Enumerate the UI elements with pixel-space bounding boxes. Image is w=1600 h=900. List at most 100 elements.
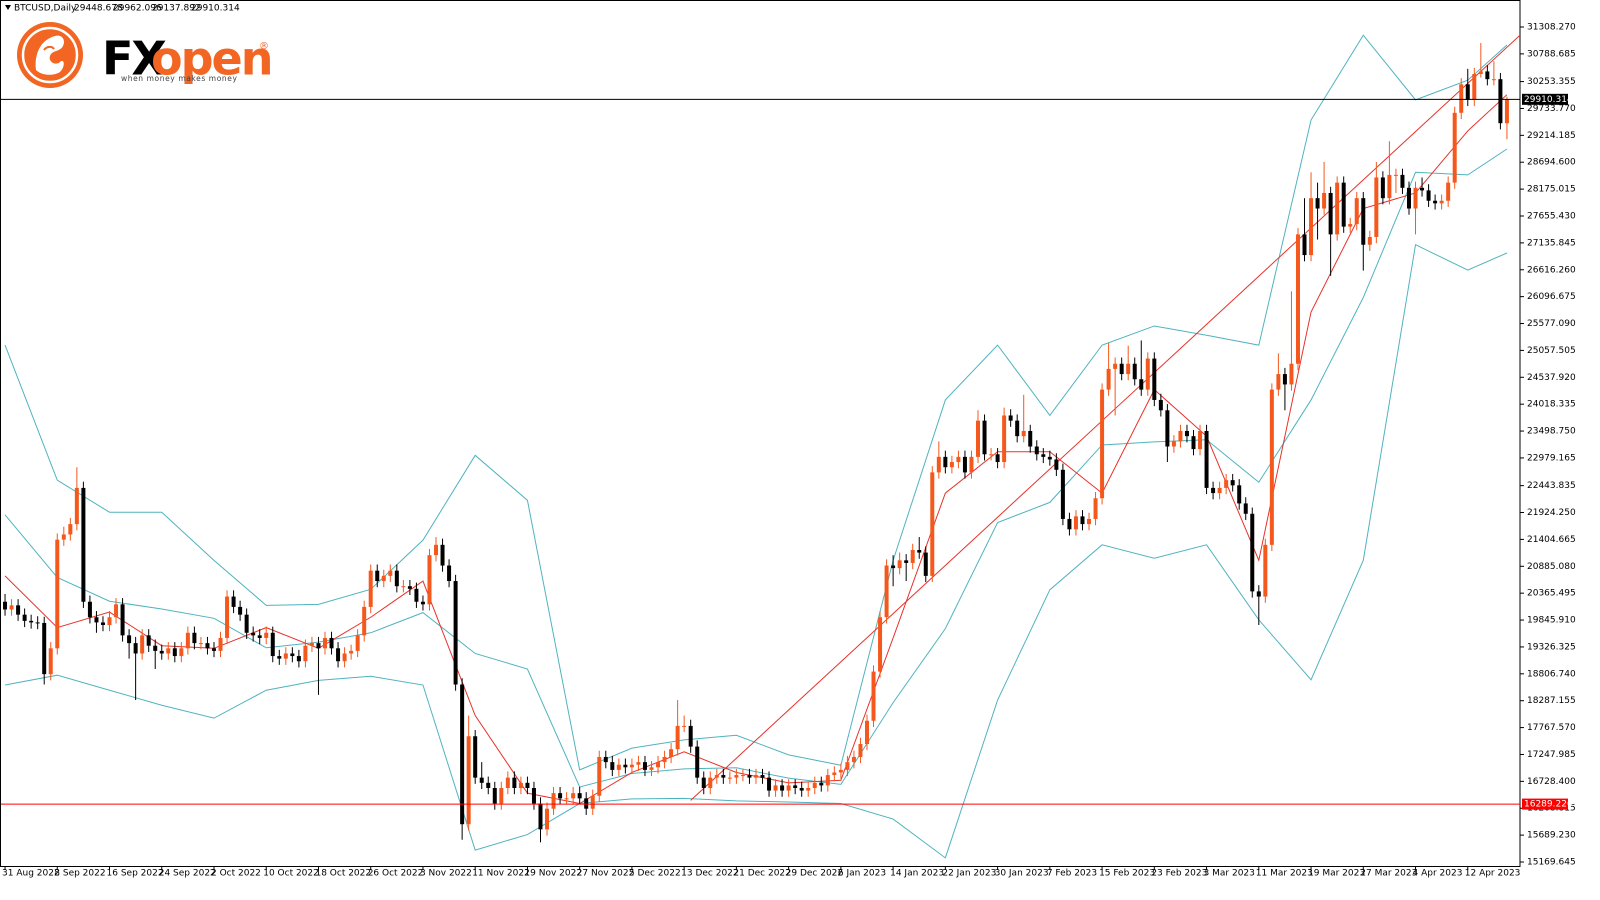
candle-body [336, 648, 341, 662]
candle-body [832, 772, 837, 776]
y-tick-label: 18287.155 [1527, 696, 1576, 706]
y-tick-label: 21404.665 [1527, 535, 1576, 545]
candle-body [1309, 198, 1314, 256]
symbol-menu-arrow[interactable] [5, 5, 11, 10]
x-tick-label: 15 Feb 2023 [1099, 869, 1155, 879]
candle-body [740, 775, 745, 777]
candle-body [989, 454, 994, 456]
candle-body [923, 552, 928, 576]
x-tick-label: 24 Sep 2022 [159, 869, 216, 879]
candle-body [153, 645, 158, 651]
candle-body [878, 617, 883, 672]
y-tick-label: 30788.685 [1527, 49, 1576, 59]
candle-body [518, 782, 523, 788]
candle-body [1008, 415, 1013, 421]
candle-body [205, 643, 210, 649]
candle-body [74, 487, 79, 525]
candle-body [1060, 469, 1065, 519]
candle-body [1145, 358, 1150, 390]
x-tick-label: 27 Nov 2022 [577, 869, 635, 879]
candle-body [48, 648, 53, 675]
candle-body [564, 798, 569, 800]
x-tick-label: 19 Nov 2022 [524, 869, 582, 879]
candle-body [127, 635, 132, 644]
x-tick-label: 26 Oct 2022 [368, 869, 424, 879]
candle-body [577, 793, 582, 799]
candle-body [120, 604, 125, 636]
candle-body [225, 596, 230, 638]
candle-body [257, 635, 262, 638]
candle-body [786, 785, 791, 791]
y-tick-label: 24018.335 [1527, 400, 1576, 410]
candle-body [1198, 430, 1203, 450]
candle-body [1446, 182, 1451, 201]
candle-body [1459, 84, 1464, 113]
candle-body [949, 462, 954, 468]
candle-body [1054, 459, 1059, 470]
x-tick-label: 11 Mar 2023 [1256, 869, 1313, 879]
x-tick-label: 5 Dec 2022 [629, 869, 681, 879]
candle-body [799, 787, 804, 791]
candle-body [3, 601, 8, 610]
candle-body [1302, 234, 1307, 256]
candle-body [1361, 198, 1366, 245]
candle-body [891, 565, 896, 569]
logo-registered: ® [259, 41, 269, 52]
candle-body [35, 622, 40, 624]
candle-body [270, 632, 275, 657]
candle-body [858, 744, 863, 757]
candle-body [727, 777, 732, 779]
candle-body [9, 605, 14, 610]
y-tick-label: 30253.355 [1527, 77, 1576, 87]
candle-body [1152, 358, 1157, 400]
candle-body [1498, 79, 1503, 124]
candle-body [198, 643, 203, 645]
y-tick-label: 29733.770 [1527, 104, 1576, 114]
candle-body [597, 756, 602, 796]
candle-body [780, 785, 785, 791]
candle-body [22, 614, 27, 621]
x-tick-label: 8 Sep 2022 [54, 869, 105, 879]
candle-body [1139, 379, 1144, 390]
y-tick-label: 20365.495 [1527, 589, 1576, 599]
y-tick-label: 29214.185 [1527, 131, 1576, 141]
candle-body [936, 456, 941, 473]
candle-body [1021, 430, 1026, 437]
candle-body [1073, 516, 1078, 530]
candle-body [531, 787, 536, 804]
y-tick-label: 19326.325 [1527, 642, 1576, 652]
y-tick-label: 19845.910 [1527, 616, 1576, 626]
candle-body [1087, 518, 1092, 525]
candle-body [688, 725, 693, 747]
candle-body [1413, 187, 1418, 209]
candle-body [551, 793, 556, 809]
candle-body [107, 617, 112, 626]
candle-body [753, 775, 758, 778]
candle-body [264, 632, 269, 638]
candle-body [695, 746, 700, 778]
candle-body [473, 736, 478, 778]
candle-body [571, 793, 576, 799]
candle-body [649, 767, 654, 770]
candle-body [1315, 198, 1320, 209]
candle-body [930, 472, 935, 576]
candle-body [636, 762, 641, 765]
candle-body [388, 570, 393, 576]
candle-body [1204, 430, 1209, 488]
candle-body [1282, 374, 1287, 385]
candle-body [1367, 236, 1372, 245]
y-tick-label: 22979.165 [1527, 453, 1576, 463]
candle-body [747, 775, 752, 778]
x-tick-label: 18 Oct 2022 [315, 869, 371, 879]
candle-body [1426, 190, 1431, 201]
candle-body [1322, 192, 1327, 209]
candle-body [460, 684, 465, 825]
candle-body [238, 606, 243, 615]
candle-body [61, 534, 66, 540]
y-tick-label: 15689.230 [1527, 831, 1576, 841]
candle-body [1465, 84, 1470, 100]
candle-body [394, 570, 399, 587]
candle-body [329, 637, 334, 649]
candle-body [1263, 544, 1268, 597]
